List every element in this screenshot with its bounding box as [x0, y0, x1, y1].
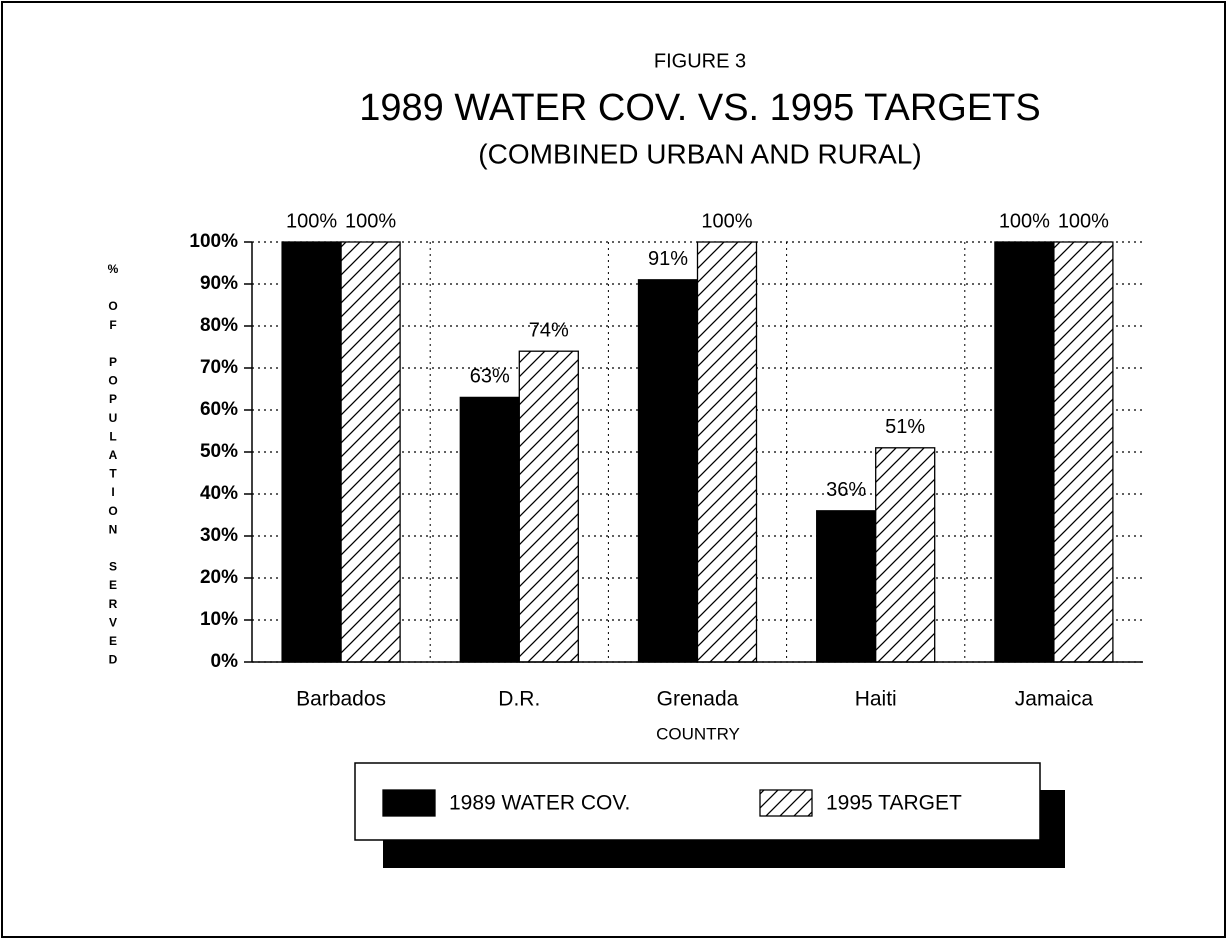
y-axis-label: % OF POPULATION SERVED — [106, 262, 120, 672]
legend-label: 1995 TARGET — [826, 792, 962, 815]
y-tick-label: 30% — [200, 525, 238, 546]
data-label: 91% — [648, 248, 688, 270]
x-tick-label: Haiti — [855, 688, 897, 711]
bar — [281, 241, 342, 663]
bar — [459, 396, 520, 663]
legend-swatch — [759, 789, 813, 817]
chart-title: 1989 WATER COV. VS. 1995 TARGETS — [359, 87, 1040, 129]
bar — [875, 447, 936, 663]
data-label: 51% — [885, 416, 925, 438]
bar — [637, 279, 699, 663]
y-tick-label: 40% — [200, 483, 238, 504]
y-tick-label: 90% — [200, 273, 238, 294]
supertitle: FIGURE 3 — [654, 50, 746, 72]
bar — [518, 350, 579, 663]
y-tick-label: 50% — [200, 441, 238, 462]
data-label: 100% — [345, 210, 396, 232]
x-tick-label: D.R. — [498, 688, 540, 711]
x-tick-label: Grenada — [657, 688, 739, 711]
y-tick-label: 60% — [200, 399, 238, 420]
y-tick-label: 10% — [200, 609, 238, 630]
bar — [340, 241, 401, 663]
x-tick-label: Barbados — [296, 688, 386, 711]
y-tick-label: 80% — [200, 315, 238, 336]
bar — [816, 510, 877, 663]
y-tick-label: 20% — [200, 567, 238, 588]
data-label: 100% — [1058, 210, 1109, 232]
data-label: 36% — [826, 479, 866, 501]
bar — [994, 241, 1055, 663]
data-label: 74% — [529, 319, 569, 341]
data-label: 100% — [286, 210, 337, 232]
data-label: 100% — [999, 210, 1050, 232]
y-tick-label: 70% — [200, 357, 238, 378]
data-label: 100% — [701, 210, 752, 232]
data-label: 63% — [470, 366, 510, 388]
bar — [696, 241, 758, 663]
x-axis-label: COUNTRY — [656, 724, 740, 743]
x-tick-label: Jamaica — [1015, 688, 1094, 711]
subtitle: (COMBINED URBAN AND RURAL) — [478, 138, 921, 169]
legend-label: 1989 WATER COV. — [449, 792, 630, 815]
legend-box — [354, 762, 1041, 841]
bar — [1053, 241, 1114, 663]
y-tick-label: 0% — [211, 651, 239, 672]
legend-swatch — [382, 789, 436, 817]
y-tick-label: 100% — [189, 231, 238, 252]
